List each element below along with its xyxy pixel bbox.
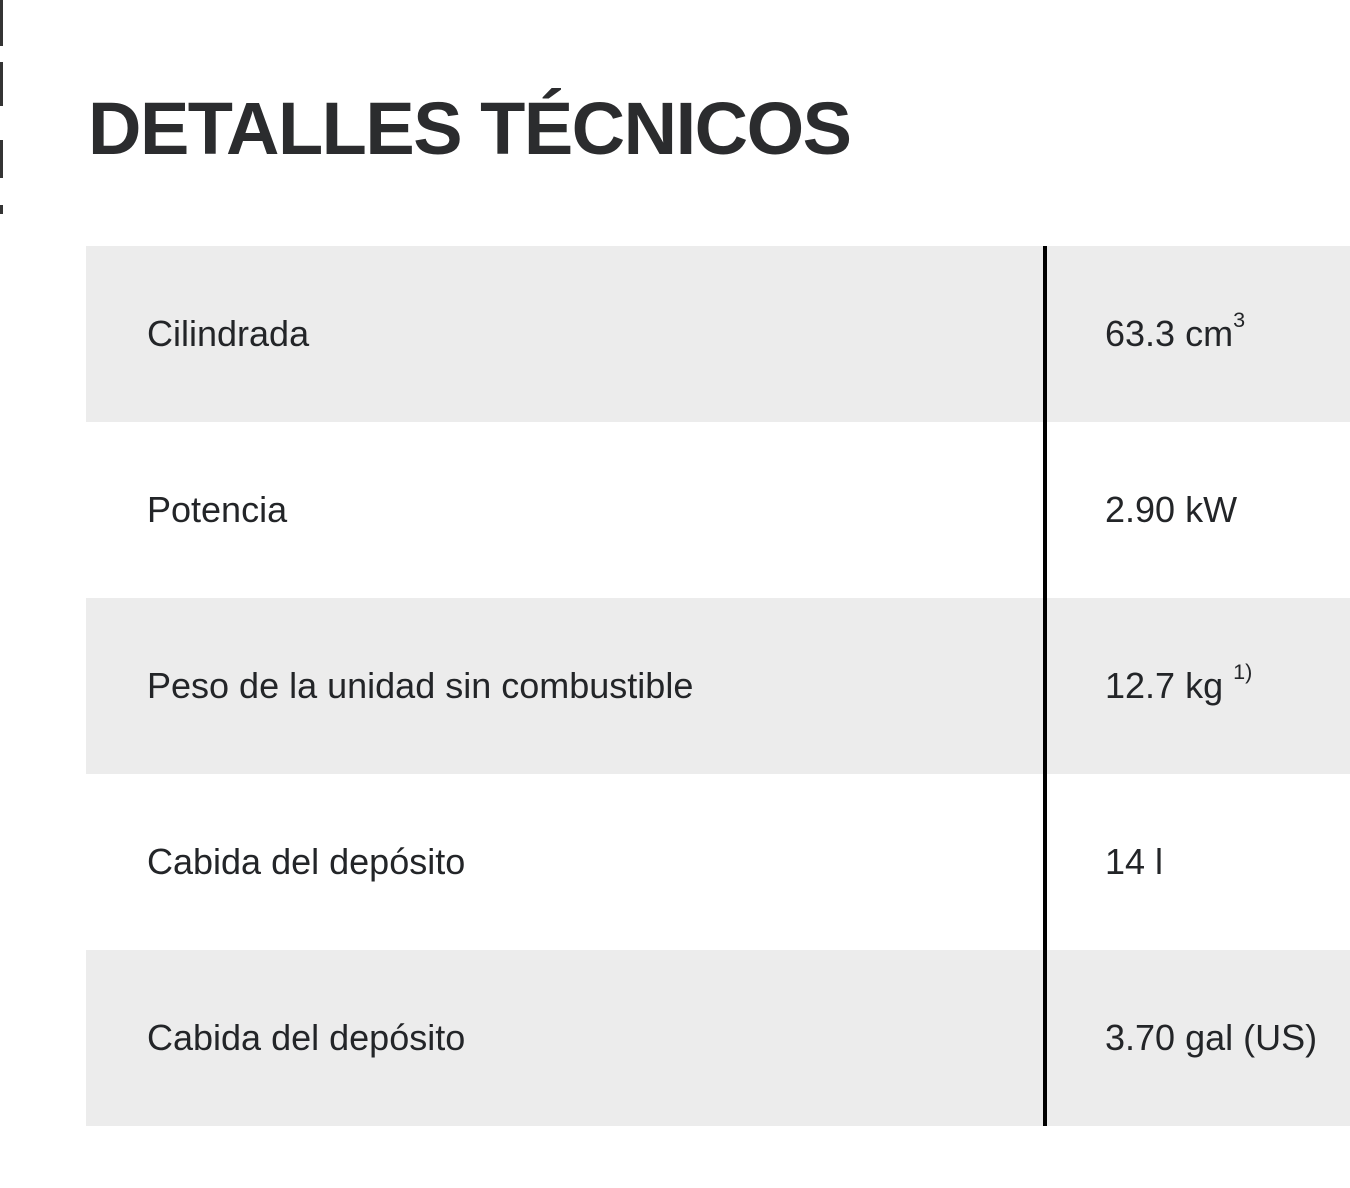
spec-value-text: 14 l — [1105, 841, 1164, 882]
spec-value: 12.7 kg 1) — [1043, 598, 1350, 774]
page-title: DETALLES TÉCNICOS — [88, 86, 852, 170]
spec-value: 2.90 kW — [1043, 422, 1350, 598]
table-row: Peso de la unidad sin combustible 12.7 k… — [86, 598, 1350, 774]
spec-value-text: 63.3 cm — [1105, 313, 1234, 354]
spec-label: Peso de la unidad sin combustible — [147, 665, 694, 706]
table-row: Potencia 2.90 kW — [86, 422, 1350, 598]
spec-label: Cabida del depósito — [147, 1017, 466, 1058]
table-row: Cilindrada 63.3 cm 3 — [86, 246, 1350, 422]
spec-label: Cilindrada — [147, 313, 310, 354]
left-edge-artifact — [0, 62, 3, 106]
spec-value: 14 l — [1043, 774, 1350, 950]
spec-value-text: 3.70 gal (US) — [1105, 1017, 1318, 1058]
table-row: Cabida del depósito 14 l — [86, 774, 1350, 950]
spec-value-text: 2.90 kW — [1105, 489, 1238, 530]
spec-value-text: 12.7 kg — [1105, 665, 1234, 706]
spec-label: Potencia — [147, 489, 288, 530]
left-edge-artifact — [0, 205, 3, 214]
table-row: Cabida del depósito 3.70 gal (US) — [86, 950, 1350, 1126]
spec-value: 63.3 cm 3 — [1043, 246, 1350, 422]
left-edge-artifact — [0, 0, 3, 46]
spec-value: 3.70 gal (US) — [1043, 950, 1350, 1126]
technical-details-table: Cilindrada 63.3 cm 3 Potencia 2.90 kW Pes… — [86, 246, 1350, 1126]
left-edge-artifact — [0, 140, 3, 178]
spec-label: Cabida del depósito — [147, 841, 466, 882]
